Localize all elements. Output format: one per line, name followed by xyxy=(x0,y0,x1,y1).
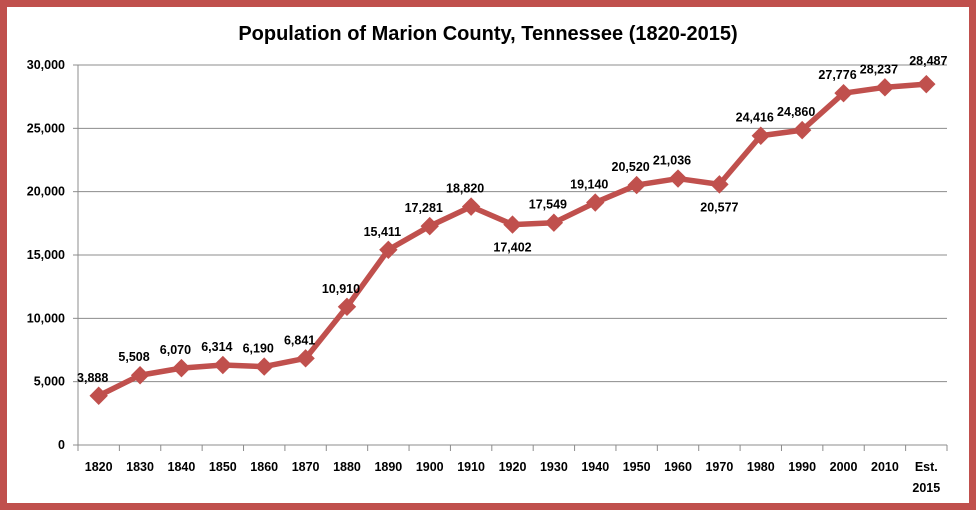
x-tick-label: 1960 xyxy=(664,460,692,474)
data-label: 17,281 xyxy=(405,201,443,215)
data-label: 17,402 xyxy=(493,241,531,255)
data-point xyxy=(668,169,688,188)
x-tick-label: 1890 xyxy=(374,460,402,474)
data-label: 6,070 xyxy=(160,343,191,357)
data-point xyxy=(420,216,439,236)
x-tick-label: Est. 2015 xyxy=(912,460,940,495)
x-tick-label: 1820 xyxy=(85,460,113,474)
x-tick-label: 2000 xyxy=(830,460,858,474)
chart-title: Population of Marion County, Tennessee (… xyxy=(238,23,737,45)
x-tick-label: 1920 xyxy=(499,460,527,474)
x-tick-label: 1930 xyxy=(540,460,568,474)
data-label: 24,860 xyxy=(777,105,815,119)
data-label: 18,820 xyxy=(446,182,484,196)
x-tick-label: 1980 xyxy=(747,460,775,474)
data-label: 28,487 xyxy=(909,54,947,68)
data-label: 21,036 xyxy=(653,154,691,168)
data-point xyxy=(917,74,936,94)
data-point xyxy=(296,349,315,368)
y-axis-ticks: 0 5,000 10,000 15,000 20,000 25,000 30,000 xyxy=(27,58,78,452)
x-tick-label: 1900 xyxy=(416,460,444,474)
x-tick-label: 1850 xyxy=(209,460,237,474)
y-tick-label: 25,000 xyxy=(27,121,65,135)
data-point xyxy=(213,355,233,375)
y-tick-label: 15,000 xyxy=(27,248,65,262)
y-tick-label: 30,000 xyxy=(27,58,65,72)
y-tick-label: 10,000 xyxy=(27,311,65,325)
data-point xyxy=(627,175,646,195)
data-label: 20,577 xyxy=(700,200,738,214)
data-label: 27,776 xyxy=(818,68,856,82)
x-tick-label: 1830 xyxy=(126,460,154,474)
data-label: 17,549 xyxy=(529,198,567,212)
gridlines xyxy=(78,64,947,383)
data-point xyxy=(586,193,605,212)
data-label: 24,416 xyxy=(736,111,774,125)
x-tick-label: 2010 xyxy=(871,460,899,474)
data-label: 6,841 xyxy=(284,333,315,347)
data-markers xyxy=(89,74,936,405)
data-point xyxy=(89,386,108,405)
x-tick-label: 1940 xyxy=(581,460,609,474)
data-label: 5,508 xyxy=(118,350,149,364)
x-tick-label: 1860 xyxy=(250,460,278,474)
data-point xyxy=(379,240,398,260)
x-tick-label: 1970 xyxy=(705,460,733,474)
data-point xyxy=(792,120,812,140)
data-label: 6,190 xyxy=(243,342,274,356)
data-label: 3,888 xyxy=(77,371,108,385)
data-point xyxy=(461,197,481,216)
data-point xyxy=(337,297,357,317)
data-point xyxy=(751,126,770,145)
y-tick-label: 0 xyxy=(58,438,65,452)
data-label: 20,520 xyxy=(612,160,650,174)
data-label: 19,140 xyxy=(570,178,608,192)
x-tick-label: 1840 xyxy=(168,460,196,474)
data-point xyxy=(503,215,522,234)
x-axis-ticks: 1820 1830 1840 1850 1860 1870 1880 1890 1900 1910… xyxy=(77,445,948,495)
data-point xyxy=(875,78,895,97)
data-point xyxy=(255,357,274,376)
data-point xyxy=(544,213,564,232)
x-tick-label: 1910 xyxy=(457,460,485,474)
data-label: 10,910 xyxy=(322,282,360,296)
data-label: 28,237 xyxy=(860,62,898,76)
data-labels: 3,888 5,508 6,070 6,314 6,190 6,841 10,910 15,4… xyxy=(77,54,947,385)
x-tick-label: 1880 xyxy=(333,460,361,474)
data-point xyxy=(172,358,191,378)
x-tick-label: 1870 xyxy=(292,460,320,474)
y-tick-label: 5,000 xyxy=(34,375,65,389)
data-point xyxy=(834,83,853,103)
x-tick-label: 1990 xyxy=(788,460,816,474)
data-point xyxy=(130,366,150,385)
data-point xyxy=(710,175,729,194)
y-tick-label: 20,000 xyxy=(27,185,65,199)
x-tick-label: 1950 xyxy=(623,460,651,474)
data-label: 15,411 xyxy=(364,225,402,239)
data-label: 6,314 xyxy=(201,340,232,354)
